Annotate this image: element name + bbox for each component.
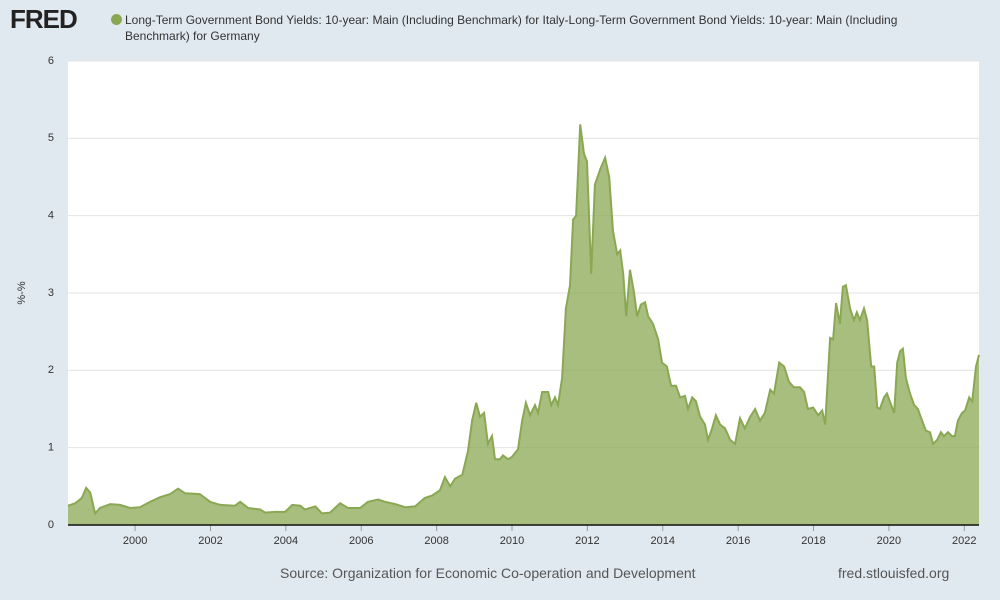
y-tick-label: 1: [48, 442, 54, 454]
x-tick-label: 2010: [500, 535, 524, 547]
legend-marker: [111, 14, 122, 25]
legend-label: Long-Term Government Bond Yields: 10-yea…: [125, 13, 898, 43]
line: [67, 124, 980, 516]
x-tick-label: 2020: [877, 535, 901, 547]
y-axis-label: %-%: [16, 281, 28, 304]
logo[interactable]: FRED: [10, 4, 78, 34]
x-tick-label: 2018: [801, 535, 825, 547]
x-tick-label: 2006: [349, 535, 373, 547]
area: [68, 124, 979, 526]
y-tick-label: 3: [48, 287, 54, 299]
y-tick-label: 6: [48, 55, 54, 67]
x-tick-label: 2014: [651, 535, 675, 547]
y-tick-label: 4: [48, 210, 54, 222]
x-tick-label: 2012: [575, 535, 599, 547]
y-tick-label: 2: [48, 364, 54, 376]
y-tick-label: 5: [48, 132, 54, 144]
credit[interactable]: fred.stlouisfed.org: [838, 565, 950, 581]
x-tick-label: 2016: [726, 535, 750, 547]
legend: Long-Term Government Bond Yields: 10-yea…: [111, 12, 965, 44]
x-tick-label: 2004: [274, 535, 298, 547]
x-tick-label: 2002: [198, 535, 222, 547]
x-tick-label: 2008: [424, 535, 448, 547]
x-tick-label: 2022: [952, 535, 976, 547]
x-tick-label: 2000: [123, 535, 147, 547]
source: Source: Organization for Economic Co-ope…: [280, 565, 696, 581]
y-tick-label: 0: [48, 519, 54, 531]
